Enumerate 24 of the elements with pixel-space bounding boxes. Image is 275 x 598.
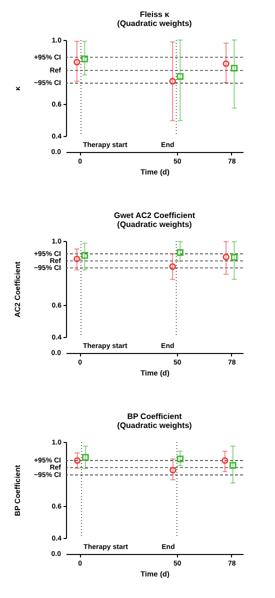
point — [176, 249, 184, 256]
chart-subtitle: (Quadratic weights) — [117, 421, 192, 430]
chart-title: Gwet AC2 Coefficient — [114, 211, 196, 220]
point — [169, 78, 176, 85]
point — [74, 256, 80, 262]
point — [74, 457, 81, 464]
point — [169, 263, 176, 270]
point — [222, 254, 230, 260]
chart-subtitle: (Quadratic weights) — [117, 19, 192, 28]
chart-subtitle: (Quadratic weights) — [117, 220, 192, 229]
point — [74, 58, 80, 66]
chart-title: Fleiss κ — [140, 10, 170, 19]
point — [81, 252, 88, 259]
point — [81, 56, 88, 62]
point — [82, 454, 89, 461]
point — [230, 462, 236, 469]
chart-title: BP Coefficient — [127, 412, 182, 421]
point — [230, 64, 238, 72]
point — [222, 457, 228, 464]
point — [230, 254, 238, 261]
point — [170, 466, 176, 474]
point — [222, 60, 230, 68]
point — [176, 456, 184, 462]
point — [176, 73, 184, 80]
